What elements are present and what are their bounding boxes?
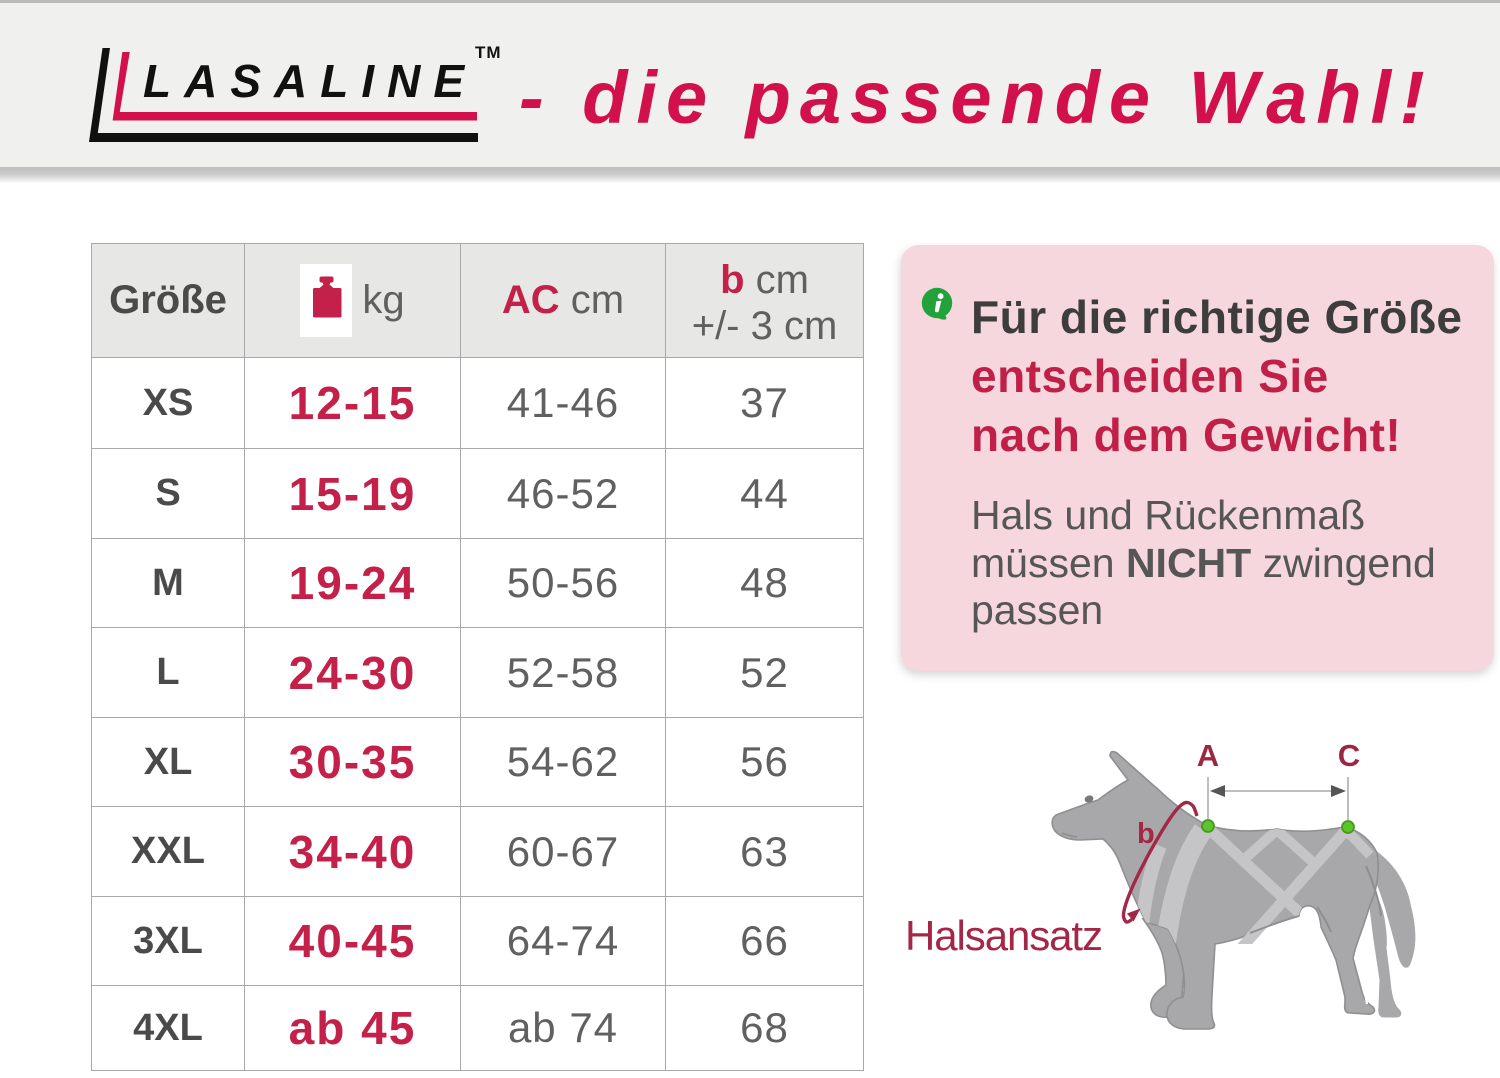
svg-text:C: C [1338,738,1360,773]
svg-text:Halsansatz: Halsansatz [905,912,1103,959]
svg-text:TM: TM [475,43,502,62]
svg-text:b: b [1137,818,1155,850]
svg-text:LASALINE: LASALINE [143,55,477,107]
svg-text:A: A [1197,738,1219,773]
